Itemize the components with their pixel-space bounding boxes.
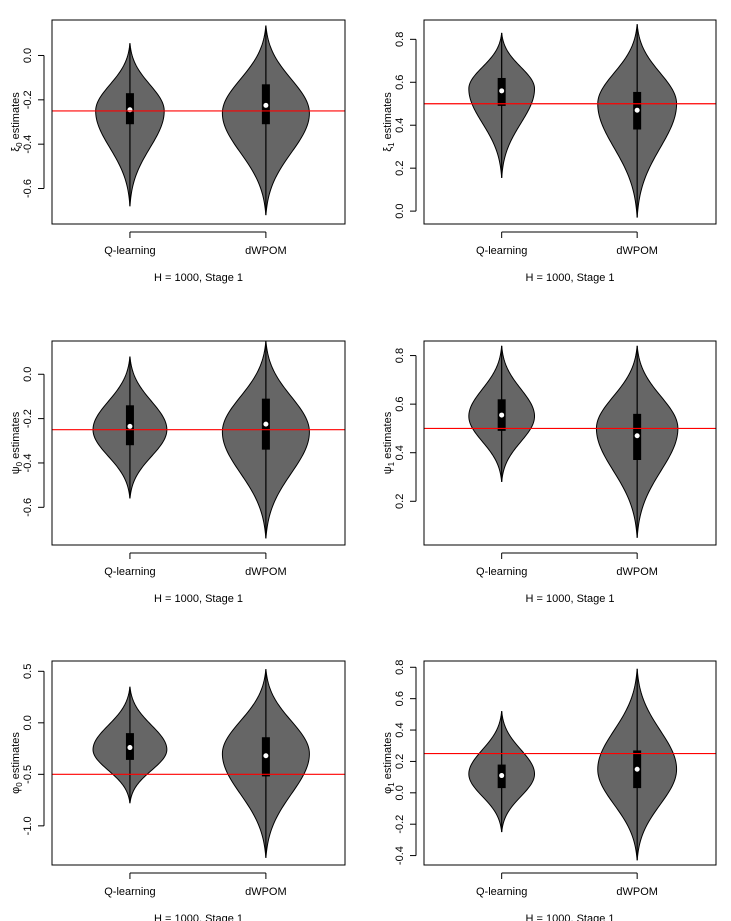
- category-label: Q-learning: [476, 886, 527, 898]
- y-axis-subscript: 1: [387, 782, 396, 787]
- y-axis-suffix: estimates: [10, 92, 22, 143]
- panel-1: -0.6 -0.4 -0.2 0.0 Q-learning dWPOM H = 1000, …: [10, 19, 346, 284]
- y-axis-symbol: ξ: [382, 147, 394, 152]
- y-tick-label: -0.2: [394, 815, 406, 834]
- x-axis-title: H = 1000, Stage 1: [154, 593, 243, 605]
- category-label: dWPOM: [245, 245, 287, 257]
- plot-frame: [51, 660, 346, 866]
- median-dot-q-learning: [127, 107, 133, 113]
- y-tick-label: 0.5: [22, 664, 34, 679]
- y-tick-label: -0.4: [22, 135, 34, 154]
- x-axis-title: H = 1000, Stage 1: [526, 593, 615, 605]
- y-tick-label: 0.4: [394, 722, 406, 737]
- y-axis-title: φ0 estimates: [10, 732, 24, 794]
- y-tick-label: 0.4: [394, 118, 406, 133]
- median-dot-q-learning: [127, 423, 133, 429]
- plot-frame: [423, 340, 717, 546]
- y-tick-label: -0.6: [22, 179, 34, 198]
- panel-5: -1.0 -0.5 0.0 0.5 Q-learning dWPOM H = 1000, S…: [10, 660, 346, 921]
- category-label: Q-learning: [104, 886, 155, 898]
- y-tick-label: 0.2: [394, 494, 406, 509]
- category-label: dWPOM: [245, 886, 287, 898]
- y-tick-label: 0.0: [22, 715, 34, 730]
- y-axis-title: φ1 estimates: [382, 732, 396, 794]
- category-label: Q-learning: [476, 566, 527, 578]
- y-tick-label: 0.0: [394, 203, 406, 218]
- y-tick-label: 0.4: [394, 445, 406, 460]
- x-axis-title: H = 1000, Stage 1: [154, 913, 243, 921]
- median-dot-q-learning: [499, 773, 505, 779]
- y-axis-title: ξ0 estimates: [10, 92, 24, 152]
- y-tick-label: -0.2: [22, 90, 34, 109]
- panel-6: -0.4 -0.2 0.0 0.2 0.4 0.6 0.8 Q-learning dWPOM H …: [382, 660, 717, 921]
- y-tick-label: 0.0: [22, 48, 34, 63]
- y-tick-label: -0.2: [22, 409, 34, 428]
- y-axis-title: ξ1 estimates: [382, 92, 396, 152]
- y-axis-suffix: estimates: [382, 732, 394, 783]
- y-axis-suffix: estimates: [10, 411, 22, 462]
- y-tick-label: 0.0: [22, 367, 34, 382]
- y-axis-suffix: estimates: [10, 732, 22, 783]
- y-axis-title: ψ0 estimates: [10, 411, 24, 474]
- y-axis-subscript: 0: [15, 142, 24, 147]
- y-tick-label: -0.4: [22, 453, 34, 472]
- y-tick-label: 0.8: [394, 32, 406, 47]
- y-axis-subscript: 1: [387, 461, 396, 466]
- y-axis-subscript: 0: [15, 782, 24, 787]
- median-dot-dwpom: [634, 433, 640, 439]
- y-tick-label: 0.2: [394, 754, 406, 769]
- y-tick-label: -1.0: [22, 816, 34, 835]
- median-dot-dwpom: [263, 421, 269, 427]
- category-label: Q-learning: [104, 566, 155, 578]
- y-axis-suffix: estimates: [382, 92, 394, 143]
- y-axis-symbol: ψ: [382, 466, 394, 474]
- median-dot-dwpom: [634, 107, 640, 113]
- panel-4: 0.2 0.4 0.6 0.8 Q-learning dWPOM H = 1000, Sta…: [382, 340, 717, 605]
- category-label: Q-learning: [104, 245, 155, 257]
- median-dot-dwpom: [263, 753, 269, 759]
- y-axis-symbol: ψ: [10, 466, 22, 474]
- y-axis-subscript: 1: [387, 142, 396, 147]
- plot-frame: [423, 19, 717, 225]
- median-dot-dwpom: [263, 102, 269, 108]
- y-tick-label: -0.6: [22, 498, 34, 517]
- y-tick-label: 0.2: [394, 161, 406, 176]
- y-axis-symbol: ξ: [10, 147, 22, 152]
- median-dot-q-learning: [499, 412, 505, 418]
- y-tick-label: 0.8: [394, 348, 406, 363]
- category-label: Q-learning: [476, 245, 527, 257]
- category-label: dWPOM: [245, 566, 287, 578]
- y-tick-label: -0.5: [22, 765, 34, 784]
- y-axis-subscript: 0: [15, 461, 24, 466]
- y-tick-label: -0.4: [394, 846, 406, 865]
- median-dot-q-learning: [127, 745, 133, 751]
- median-dot-dwpom: [634, 766, 640, 772]
- y-tick-label: 0.6: [394, 691, 406, 706]
- plot-frame: [423, 660, 717, 866]
- x-axis-title: H = 1000, Stage 1: [526, 272, 615, 284]
- plot-frame: [51, 19, 346, 225]
- y-tick-label: 0.0: [394, 785, 406, 800]
- category-label: dWPOM: [616, 245, 658, 257]
- panel-3: -0.6 -0.4 -0.2 0.0 Q-learning dWPOM H = 1000, …: [10, 340, 346, 605]
- panel-2: 0.0 0.2 0.4 0.6 0.8 Q-learning dWPOM H = 1000, …: [382, 19, 717, 284]
- y-tick-label: 0.6: [394, 75, 406, 90]
- y-axis-symbol: φ: [10, 787, 22, 794]
- x-axis-title: H = 1000, Stage 1: [526, 913, 615, 921]
- y-tick-label: 0.8: [394, 660, 406, 675]
- plot-frame: [51, 340, 346, 546]
- category-label: dWPOM: [616, 566, 658, 578]
- category-label: dWPOM: [616, 886, 658, 898]
- x-axis-title: H = 1000, Stage 1: [154, 272, 243, 284]
- y-tick-label: 0.6: [394, 396, 406, 411]
- y-axis-title: ψ1 estimates: [382, 411, 396, 474]
- y-axis-suffix: estimates: [382, 411, 394, 462]
- y-axis-symbol: φ: [382, 787, 394, 794]
- median-dot-q-learning: [499, 88, 505, 94]
